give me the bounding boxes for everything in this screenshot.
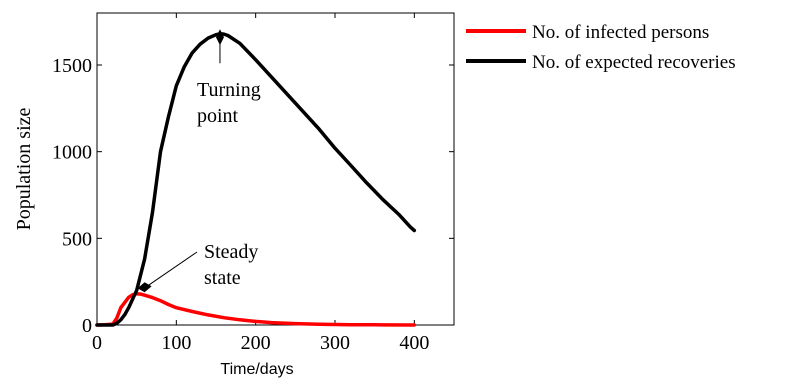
series-line-recoveries — [95, 32, 417, 327]
x-tick-label: 100 — [161, 332, 191, 354]
steady-state-arrow — [148, 251, 198, 286]
turning-point-marker — [215, 29, 224, 46]
steady-state-label: Steady — [204, 241, 258, 263]
turning-point-label: Turning — [197, 79, 261, 101]
steady-state-marker — [137, 282, 152, 293]
legend-label-infected: No. of infected persons — [532, 22, 709, 43]
x-axis-title: Time/days — [220, 361, 293, 378]
series-layer — [95, 32, 417, 327]
y-tick-label: 1500 — [52, 55, 92, 77]
legend: No. of infected persons No. of expected … — [466, 22, 736, 73]
axes-box — [96, 12, 455, 326]
turning-point-label: point — [197, 105, 239, 127]
x-tick-label: 400 — [399, 332, 429, 354]
axis-ticks: 0 100 200 300 400 0 500 1000 1500 — [52, 13, 454, 354]
y-tick-label: 0 — [82, 315, 92, 337]
y-tick-label: 1000 — [52, 142, 92, 164]
plot-area: 0 100 200 300 400 0 500 1000 1500 Turning point St… — [52, 12, 455, 354]
x-tick-label: 0 — [92, 332, 102, 354]
series-line-infected — [95, 292, 417, 327]
x-tick-label: 300 — [320, 332, 350, 354]
steady-state-label: state — [204, 267, 241, 289]
y-tick-label: 500 — [62, 228, 92, 250]
legend-label-recoveries: No. of expected recoveries — [532, 52, 736, 73]
annotation-layer: Turning point Steady state — [137, 29, 261, 293]
y-axis-title: Population size — [13, 107, 35, 230]
x-tick-label: 200 — [241, 332, 271, 354]
